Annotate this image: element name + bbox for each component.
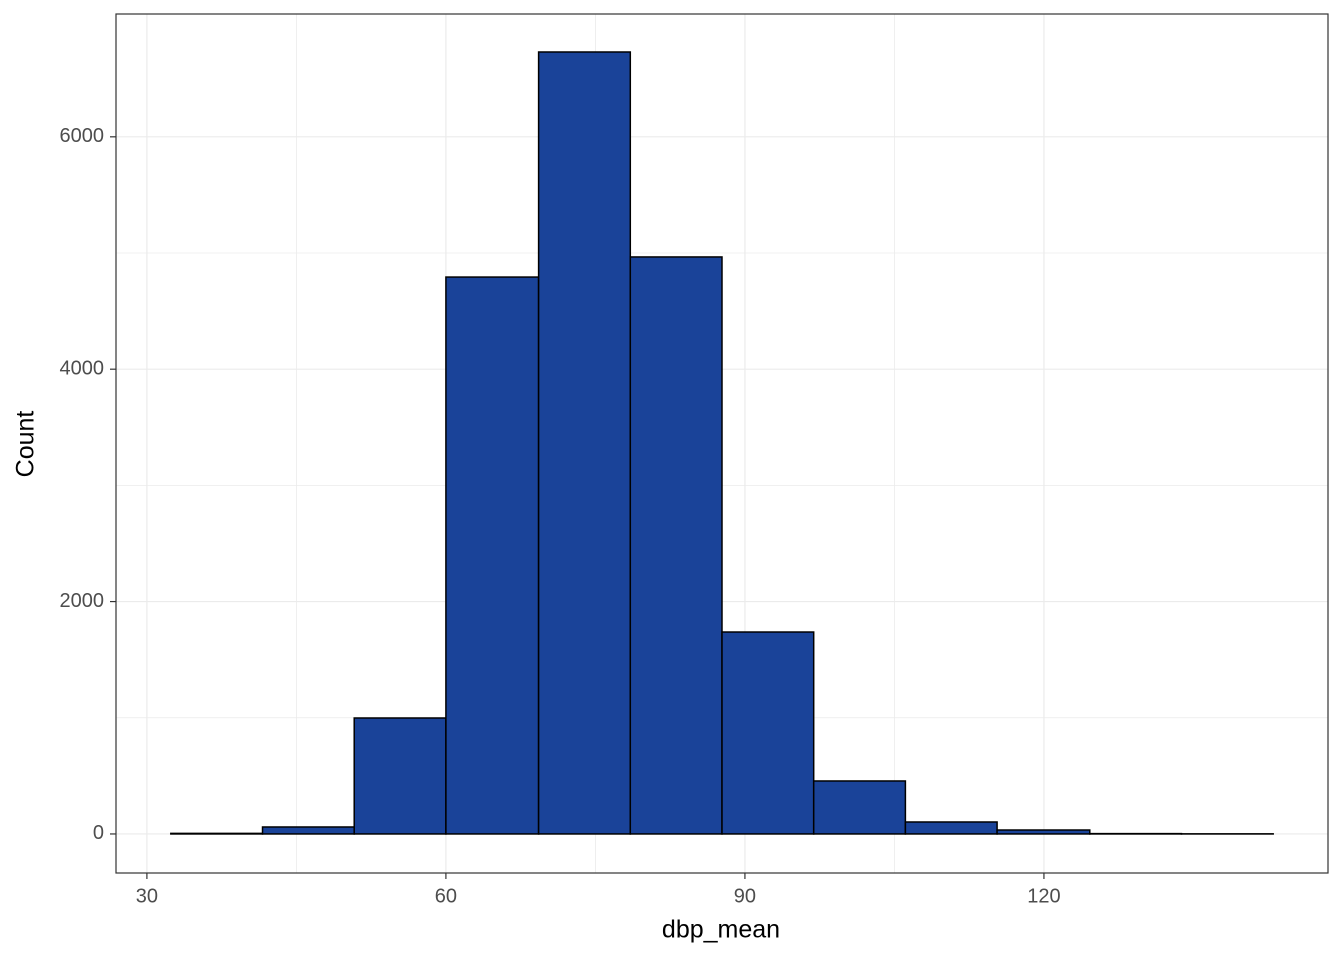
y-axis-title: Count	[12, 411, 40, 478]
bar	[261, 826, 355, 835]
bar	[721, 631, 815, 835]
x-tick-label: 90	[734, 885, 756, 907]
bar	[537, 51, 632, 835]
y-tick-label: 4000	[60, 357, 105, 379]
y-tick-label: 2000	[60, 590, 105, 612]
x-tick-label: 30	[136, 885, 158, 907]
bar	[629, 256, 723, 835]
y-tick-label: 6000	[60, 125, 105, 147]
bar	[353, 717, 447, 835]
y-tick-label: 0	[93, 822, 104, 844]
bar	[812, 780, 907, 835]
bar	[996, 829, 1091, 835]
bar	[904, 821, 998, 835]
x-tick-label: 60	[435, 885, 457, 907]
bar	[170, 832, 264, 835]
panel-border	[115, 13, 1329, 874]
bar	[445, 276, 540, 835]
x-axis-title: dbp_mean	[662, 916, 780, 944]
x-tick-label: 120	[1027, 885, 1060, 907]
